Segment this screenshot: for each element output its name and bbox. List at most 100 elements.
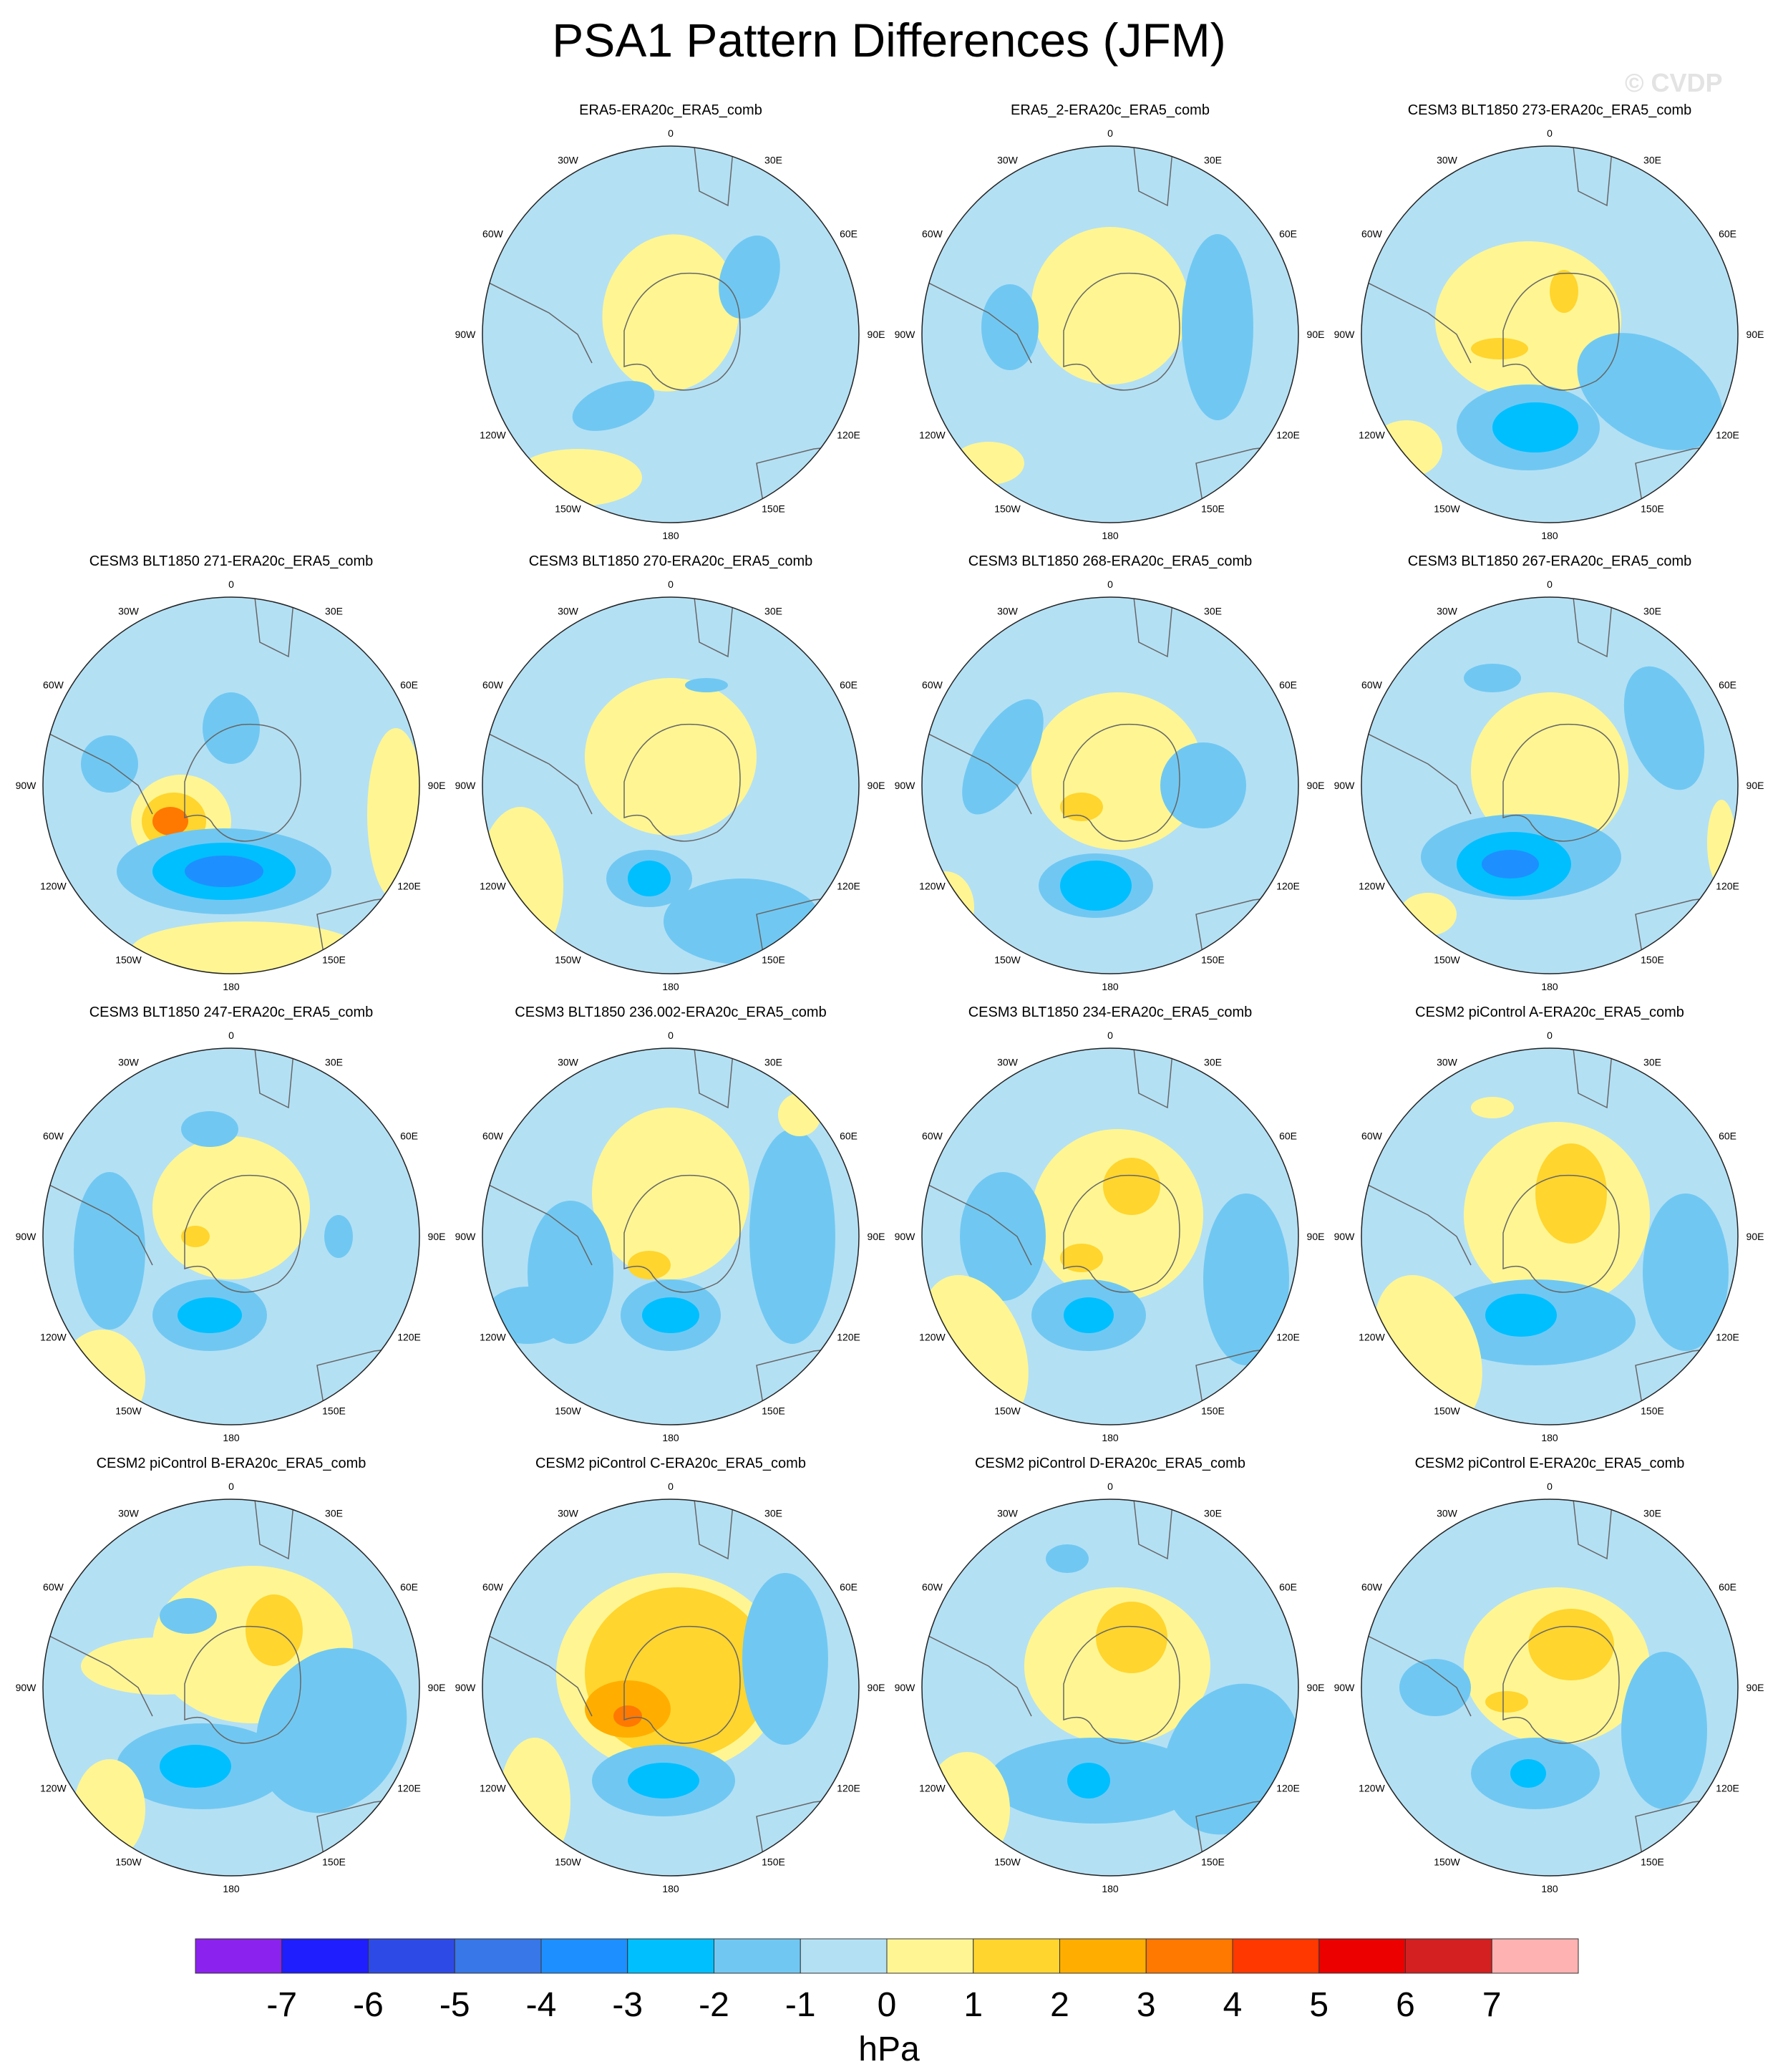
longitude-label: 0 bbox=[668, 1481, 674, 1492]
longitude-label: 30W bbox=[118, 1057, 140, 1068]
map-panel: CESM2 piControl E-ERA20c_ERA5_comb 0 30E 60… bbox=[1334, 1456, 1764, 1894]
longitude-label: 120W bbox=[480, 1332, 506, 1343]
longitude-label: 30W bbox=[1437, 1057, 1458, 1068]
longitude-label: 90E bbox=[1307, 780, 1325, 791]
map-panel: CESM3 BLT1850 267-ERA20c_ERA5_comb 0 30E 60… bbox=[1334, 553, 1764, 992]
contour-region bbox=[1535, 1143, 1607, 1244]
longitude-label: 120W bbox=[40, 881, 67, 892]
colorbar-tick-label: -7 bbox=[266, 1986, 297, 2024]
colorbar-boxes bbox=[195, 1938, 1579, 1974]
longitude-label: 0 bbox=[668, 1030, 674, 1041]
pressure-field bbox=[1361, 1499, 1738, 1876]
longitude-label: 60E bbox=[1279, 1131, 1297, 1142]
panel-title: CESM2 piControl C-ERA20c_ERA5_comb bbox=[535, 1456, 806, 1471]
longitude-label: 60E bbox=[1719, 1582, 1736, 1593]
antarctica-outline bbox=[184, 723, 301, 842]
longitude-label: 150E bbox=[762, 503, 785, 514]
longitude-label: 90W bbox=[455, 1682, 477, 1693]
longitude-label: 120W bbox=[919, 1783, 946, 1794]
pressure-field bbox=[922, 146, 1298, 523]
panel-title: ERA5-ERA20c_ERA5_comb bbox=[579, 102, 762, 118]
longitude-label: 90W bbox=[895, 1682, 916, 1693]
colorbar-tick-labels: -7 -6 -5 -4 -3 -2 -1 0 1 2 3 4 5 6 7 bbox=[266, 1986, 1501, 2024]
figure-title: PSA1 Pattern Differences (JFM) bbox=[552, 14, 1226, 67]
longitude-label: 60E bbox=[1719, 228, 1736, 240]
contour-region bbox=[685, 678, 728, 692]
longitude-label: 120E bbox=[397, 1332, 421, 1343]
contour-region bbox=[1031, 227, 1189, 384]
map-panel: CESM2 piControl C-ERA20c_ERA5_comb 0 30E 60… bbox=[455, 1456, 885, 1894]
longitude-label: 30E bbox=[1643, 606, 1661, 617]
longitude-label: 60W bbox=[482, 1131, 504, 1142]
longitude-label: 180 bbox=[662, 1883, 679, 1894]
longitude-label: 120E bbox=[1276, 881, 1300, 892]
longitude-label: 180 bbox=[1102, 530, 1119, 541]
antarctica-outline bbox=[623, 1174, 741, 1293]
africa-outline bbox=[691, 146, 736, 207]
antarctica-outline bbox=[1063, 1174, 1180, 1293]
panel-title: CESM3 BLT1850 247-ERA20c_ERA5_comb bbox=[89, 1004, 374, 1020]
longitude-label: 150E bbox=[322, 954, 346, 965]
longitude-label: 90W bbox=[16, 780, 37, 791]
africa-outline bbox=[691, 597, 736, 658]
longitude-label: 60W bbox=[922, 1131, 943, 1142]
longitude-label: 150W bbox=[1434, 1856, 1460, 1867]
pressure-field bbox=[922, 1048, 1298, 1425]
contour-region bbox=[1528, 1609, 1614, 1680]
pressure-field bbox=[482, 1499, 859, 1876]
longitude-label: 90E bbox=[1747, 1682, 1764, 1693]
longitude-label: 90E bbox=[428, 780, 446, 791]
longitude-label: 30W bbox=[997, 155, 1019, 166]
longitude-label: 30E bbox=[764, 1508, 782, 1519]
longitude-label: 120E bbox=[1276, 1332, 1300, 1343]
contour-region bbox=[613, 1705, 642, 1727]
colorbar-tick-label: -2 bbox=[699, 1986, 729, 2024]
contour-region bbox=[1621, 1652, 1707, 1809]
contour-region bbox=[160, 1598, 217, 1634]
map-panel: CESM3 BLT1850 234-ERA20c_ERA5_comb 0 30E 60… bbox=[895, 1004, 1325, 1443]
panel-title: ERA5_2-ERA20c_ERA5_comb bbox=[1011, 102, 1210, 118]
contour-region bbox=[1471, 692, 1628, 850]
longitude-label: 90E bbox=[428, 1231, 446, 1242]
contour-region bbox=[1550, 270, 1578, 313]
map-border bbox=[921, 1499, 1299, 1877]
contour-region bbox=[628, 1763, 699, 1799]
longitude-label: 90E bbox=[1307, 329, 1325, 340]
longitude-label: 30W bbox=[118, 606, 140, 617]
longitude-label: 90E bbox=[428, 1682, 446, 1693]
map-panel: CESM3 BLT1850 247-ERA20c_ERA5_comb 0 30E 60… bbox=[16, 1004, 446, 1443]
contour-region bbox=[1160, 742, 1246, 828]
contour-region bbox=[1471, 1097, 1514, 1118]
colorbar-box bbox=[1491, 1938, 1579, 1974]
contour-region bbox=[1485, 1691, 1528, 1713]
contour-region bbox=[628, 861, 671, 896]
longitude-label: 120W bbox=[919, 881, 946, 892]
contour-region bbox=[1103, 1158, 1160, 1215]
contour-region bbox=[1182, 234, 1253, 420]
contour-region bbox=[1060, 1244, 1103, 1272]
longitude-label: 150E bbox=[322, 1856, 346, 1867]
longitude-label: 120W bbox=[40, 1783, 67, 1794]
longitude-label: 0 bbox=[228, 578, 234, 590]
antarctica-outline bbox=[1502, 1174, 1620, 1293]
colorbar-tick-label: -3 bbox=[612, 1986, 643, 2024]
longitude-label: 0 bbox=[668, 578, 674, 590]
contour-region bbox=[1623, 666, 1705, 790]
longitude-label: 30W bbox=[558, 606, 579, 617]
longitude-label: 120E bbox=[1276, 430, 1300, 441]
longitude-label: 120W bbox=[1359, 1783, 1385, 1794]
longitude-label: 60E bbox=[1719, 1131, 1736, 1142]
longitude-label: 60E bbox=[840, 679, 858, 691]
contour-region bbox=[572, 381, 655, 431]
contour-region bbox=[628, 1251, 671, 1279]
longitude-label: 30W bbox=[118, 1508, 140, 1519]
longitude-label: 30E bbox=[325, 1057, 343, 1068]
map-panel: CESM3 BLT1850 270-ERA20c_ERA5_comb 0 30E 60… bbox=[455, 553, 885, 992]
longitude-label: 0 bbox=[1547, 127, 1553, 139]
south-america-outline bbox=[922, 1622, 1032, 1717]
africa-outline bbox=[1570, 597, 1615, 658]
longitude-label: 150W bbox=[1434, 503, 1460, 514]
panel-title: CESM2 piControl D-ERA20c_ERA5_comb bbox=[975, 1456, 1245, 1471]
longitude-label: 60E bbox=[400, 679, 418, 691]
longitude-label: 150E bbox=[1641, 1856, 1664, 1867]
